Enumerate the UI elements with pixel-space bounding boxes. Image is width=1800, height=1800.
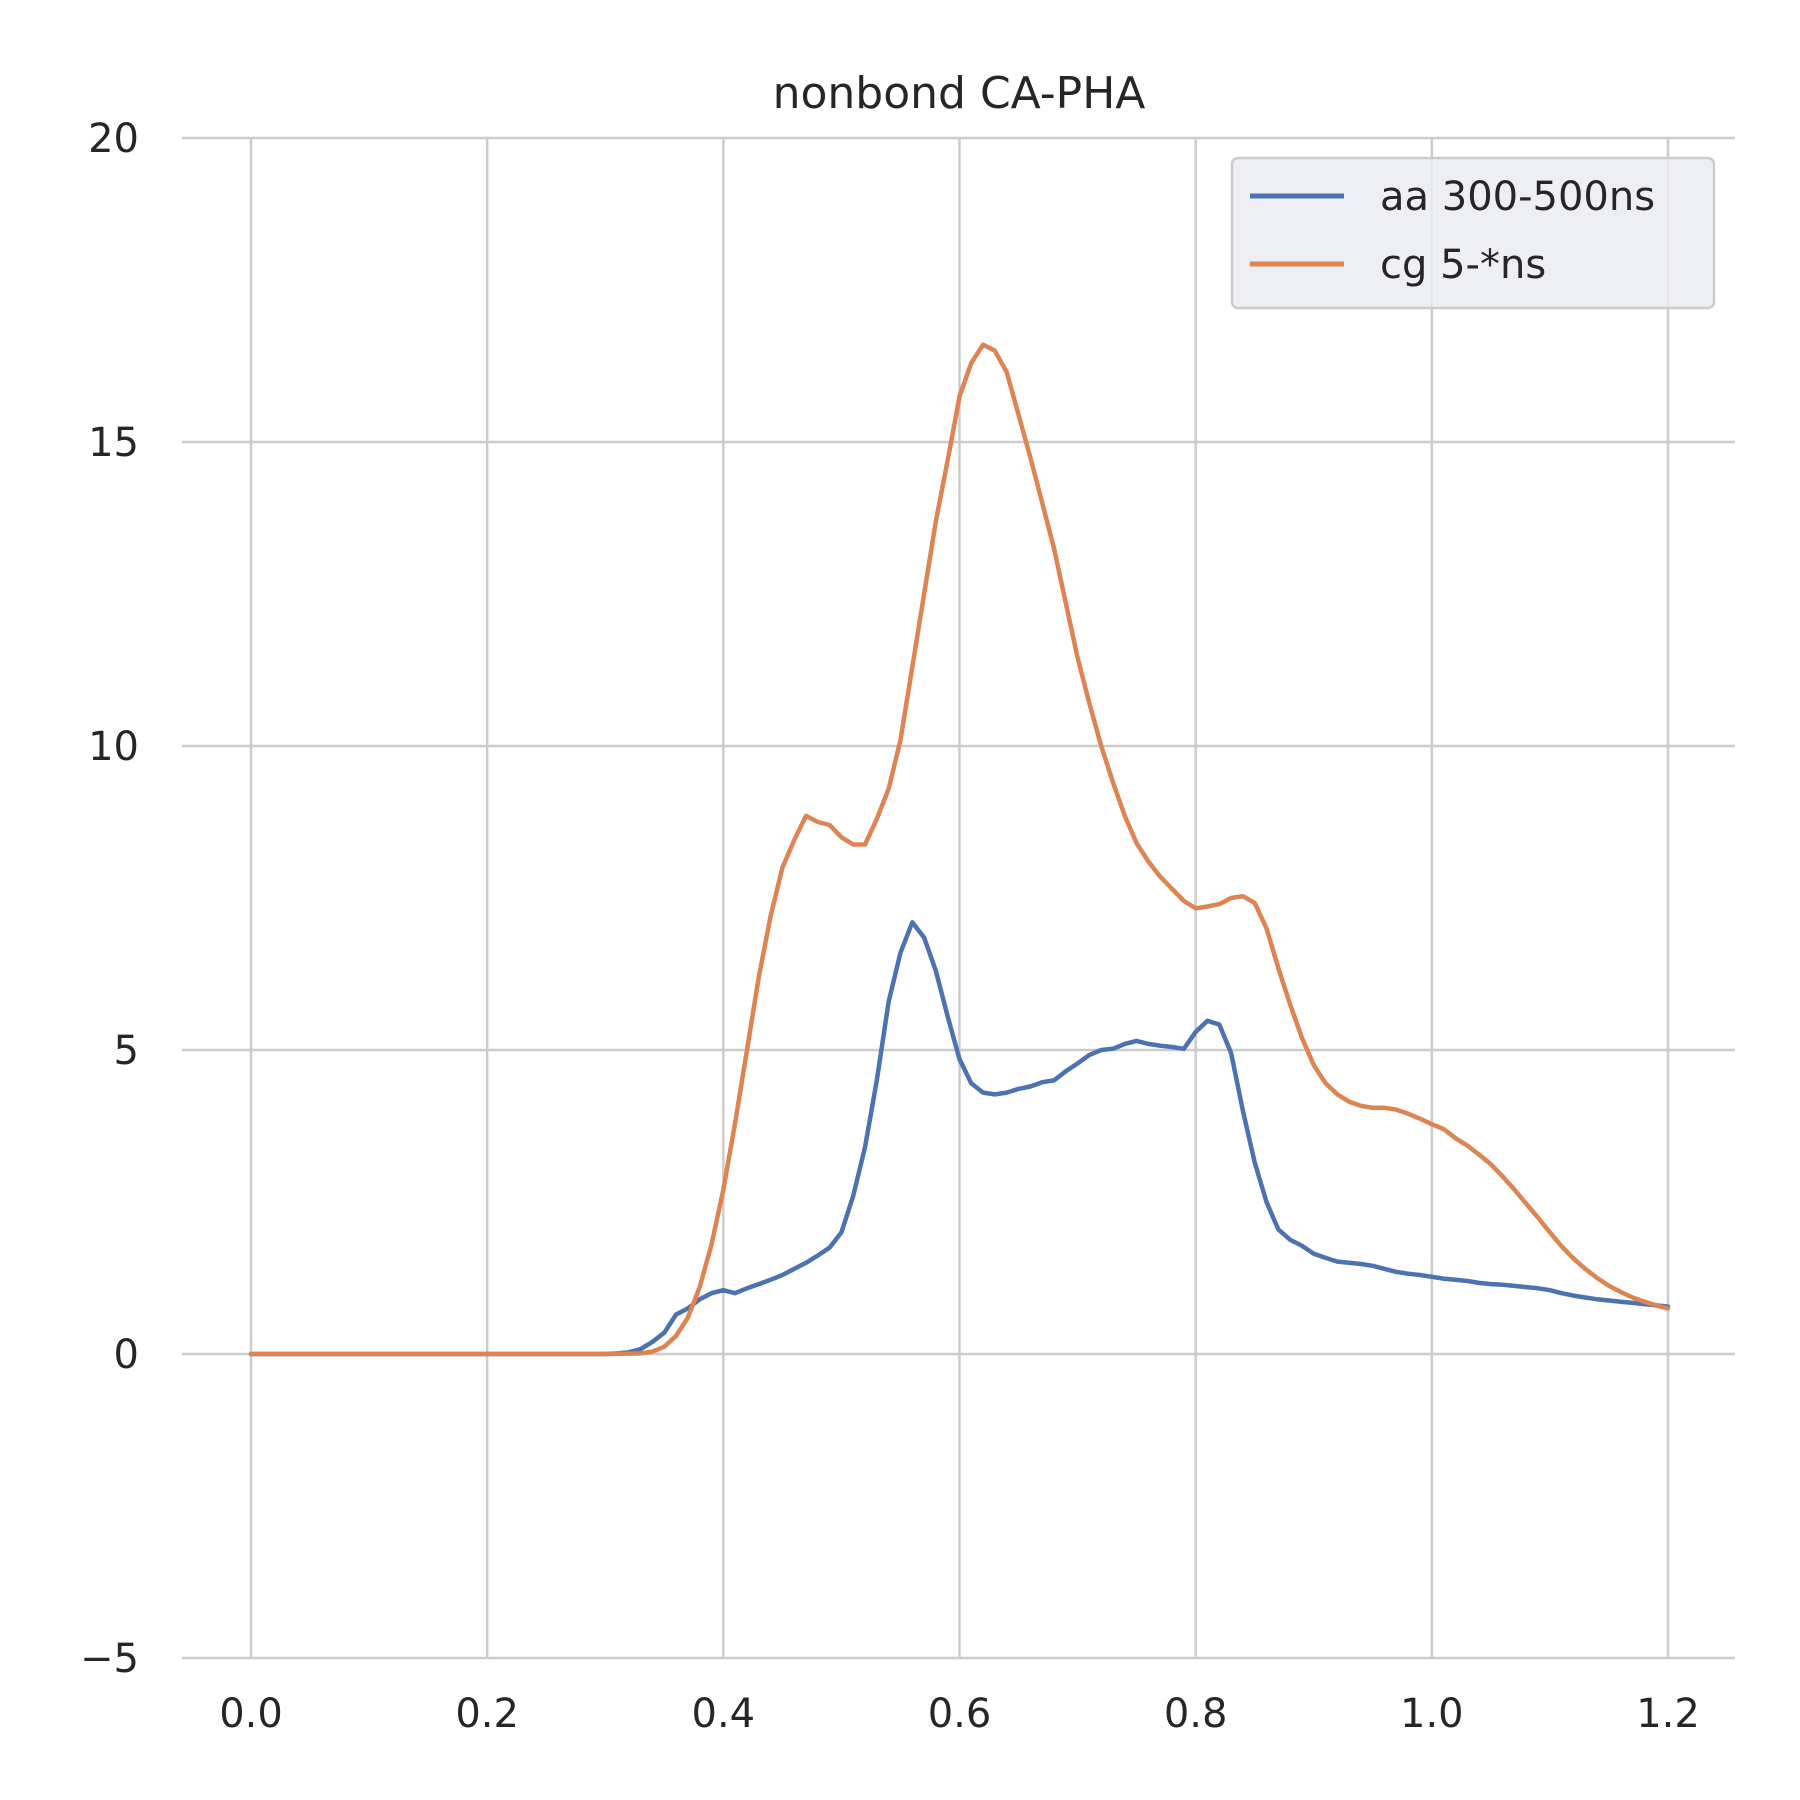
y-axis-ticks: 20 15 10 5 0 −5 xyxy=(80,116,139,1682)
y-tick-label: −5 xyxy=(80,1636,139,1682)
legend-label-cg: cg 5-*ns xyxy=(1380,242,1546,288)
x-tick-label: 1.2 xyxy=(1636,1691,1700,1737)
x-tick-label: 0.6 xyxy=(928,1691,992,1737)
y-tick-label: 0 xyxy=(114,1332,139,1378)
x-tick-label: 0.4 xyxy=(692,1691,756,1737)
series-line-aa xyxy=(248,920,1671,1357)
y-tick-label: 10 xyxy=(88,724,139,770)
x-axis-ticks: 0.0 0.2 0.4 0.6 0.8 1.0 1.2 xyxy=(219,1691,1700,1737)
legend-label-aa: aa 300-500ns xyxy=(1380,174,1655,220)
x-tick-label: 0.2 xyxy=(455,1691,519,1737)
chart-title: nonbond CA-PHA xyxy=(773,68,1146,119)
x-tick-label: 1.0 xyxy=(1400,1691,1464,1737)
y-tick-label: 5 xyxy=(114,1028,139,1074)
legend-box xyxy=(1230,156,1716,310)
x-tick-label: 0.8 xyxy=(1164,1691,1228,1737)
series-lines xyxy=(248,342,1671,1357)
y-tick-label: 15 xyxy=(88,420,139,466)
x-tick-label: 0.0 xyxy=(219,1691,283,1737)
series-line-cg xyxy=(248,342,1671,1357)
y-tick-label: 20 xyxy=(88,116,139,162)
legend: aa 300-500ns cg 5-*ns xyxy=(1230,156,1716,310)
